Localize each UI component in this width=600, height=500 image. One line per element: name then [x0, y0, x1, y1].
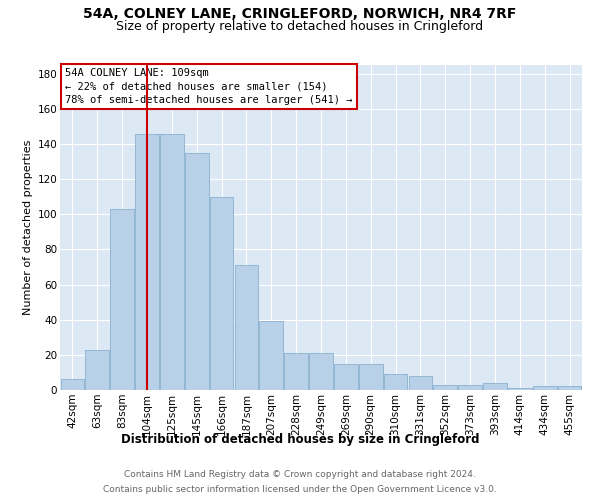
Bar — [359, 364, 383, 390]
Text: Distribution of detached houses by size in Cringleford: Distribution of detached houses by size … — [121, 432, 479, 446]
Bar — [433, 384, 457, 390]
Bar — [210, 197, 233, 390]
Bar — [185, 153, 209, 390]
Text: Contains public sector information licensed under the Open Government Licence v3: Contains public sector information licen… — [103, 485, 497, 494]
Bar — [309, 353, 333, 390]
Bar — [110, 209, 134, 390]
Bar — [61, 380, 84, 390]
Bar — [533, 386, 557, 390]
Bar — [259, 322, 283, 390]
Bar — [334, 364, 358, 390]
Bar — [483, 383, 507, 390]
Bar — [558, 386, 581, 390]
Text: Size of property relative to detached houses in Cringleford: Size of property relative to detached ho… — [116, 20, 484, 33]
Y-axis label: Number of detached properties: Number of detached properties — [23, 140, 34, 315]
Text: Contains HM Land Registry data © Crown copyright and database right 2024.: Contains HM Land Registry data © Crown c… — [124, 470, 476, 479]
Bar — [508, 388, 532, 390]
Bar — [409, 376, 432, 390]
Bar — [160, 134, 184, 390]
Bar — [85, 350, 109, 390]
Text: 54A, COLNEY LANE, CRINGLEFORD, NORWICH, NR4 7RF: 54A, COLNEY LANE, CRINGLEFORD, NORWICH, … — [83, 8, 517, 22]
Bar — [458, 384, 482, 390]
Bar — [284, 353, 308, 390]
Text: 54A COLNEY LANE: 109sqm
← 22% of detached houses are smaller (154)
78% of semi-d: 54A COLNEY LANE: 109sqm ← 22% of detache… — [65, 68, 353, 104]
Bar — [135, 134, 159, 390]
Bar — [235, 266, 258, 390]
Bar — [384, 374, 407, 390]
